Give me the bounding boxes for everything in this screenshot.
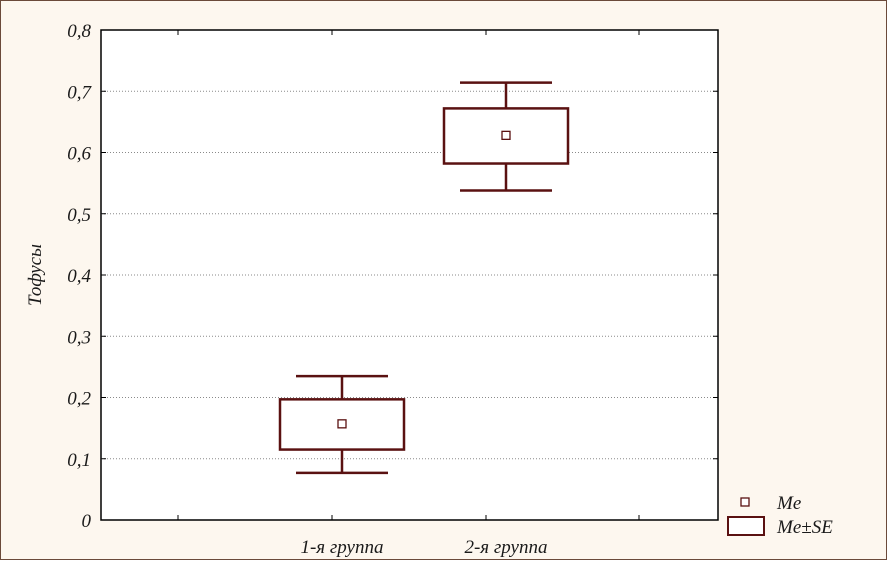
x-axis-ticks: 1-я группа 2-я группа bbox=[177, 30, 640, 558]
plot-area bbox=[100, 29, 719, 521]
y-axis-ticks: 0 0,1 0,2 0,3 0,4 0,5 0,6 0,7 0,8 bbox=[67, 21, 718, 532]
y-tick-label: 0,1 bbox=[67, 450, 91, 471]
gridlines bbox=[101, 90, 718, 460]
y-tick-label: 0,2 bbox=[67, 389, 91, 410]
y-tick-label: 0 bbox=[82, 511, 92, 532]
median-marker bbox=[337, 419, 347, 429]
legend-median-label: Me bbox=[776, 493, 801, 514]
y-tick-label: 0,4 bbox=[67, 266, 91, 287]
legend-median-marker bbox=[740, 497, 750, 507]
y-axis-title: Тофусы bbox=[25, 244, 46, 306]
x-tick-label: 2-я группа bbox=[464, 537, 547, 558]
y-tick-label: 0,7 bbox=[67, 82, 92, 103]
legend: Me Me±SE bbox=[727, 493, 833, 538]
legend-box-marker bbox=[727, 516, 765, 536]
box-plot-1 bbox=[278, 374, 406, 475]
median-marker bbox=[501, 130, 511, 141]
box-plot-2 bbox=[442, 81, 570, 192]
y-tick-label: 0,5 bbox=[67, 205, 91, 226]
x-tick-label: 1-я группа bbox=[300, 537, 383, 558]
y-tick-label: 0,6 bbox=[67, 144, 91, 165]
y-tick-label: 0,8 bbox=[67, 21, 91, 42]
y-tick-label: 0,3 bbox=[67, 327, 91, 348]
legend-box-label: Me±SE bbox=[776, 517, 833, 538]
box-plots bbox=[278, 81, 570, 475]
